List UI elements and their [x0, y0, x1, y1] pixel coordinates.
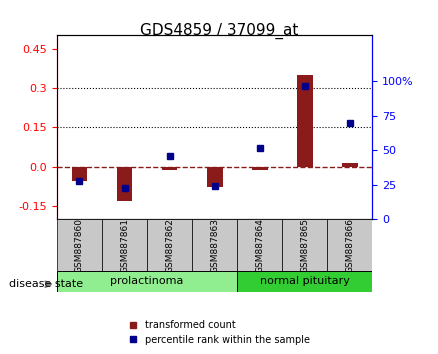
Bar: [207, 167, 223, 187]
Bar: [342, 163, 358, 167]
FancyBboxPatch shape: [237, 271, 372, 292]
FancyBboxPatch shape: [102, 219, 147, 271]
FancyBboxPatch shape: [237, 219, 282, 271]
Legend: transformed count, percentile rank within the sample: transformed count, percentile rank withi…: [124, 316, 314, 349]
Bar: [252, 167, 268, 170]
Text: GDS4859 / 37099_at: GDS4859 / 37099_at: [140, 23, 298, 39]
Text: GSM887866: GSM887866: [345, 218, 354, 273]
FancyBboxPatch shape: [327, 219, 372, 271]
FancyBboxPatch shape: [147, 219, 192, 271]
Text: GSM887861: GSM887861: [120, 218, 129, 273]
Text: GSM887865: GSM887865: [300, 218, 309, 273]
Text: GSM887864: GSM887864: [255, 218, 264, 273]
Text: GSM887860: GSM887860: [75, 218, 84, 273]
Text: GSM887863: GSM887863: [210, 218, 219, 273]
FancyBboxPatch shape: [192, 219, 237, 271]
Text: GSM887862: GSM887862: [165, 218, 174, 273]
Bar: [297, 75, 313, 167]
FancyBboxPatch shape: [57, 271, 237, 292]
Text: prolactinoma: prolactinoma: [110, 276, 184, 286]
Text: normal pituitary: normal pituitary: [260, 276, 350, 286]
FancyBboxPatch shape: [57, 219, 102, 271]
Bar: [162, 167, 177, 170]
Text: disease state: disease state: [9, 279, 83, 289]
FancyBboxPatch shape: [282, 219, 327, 271]
Bar: [117, 167, 132, 201]
Bar: [71, 167, 87, 181]
